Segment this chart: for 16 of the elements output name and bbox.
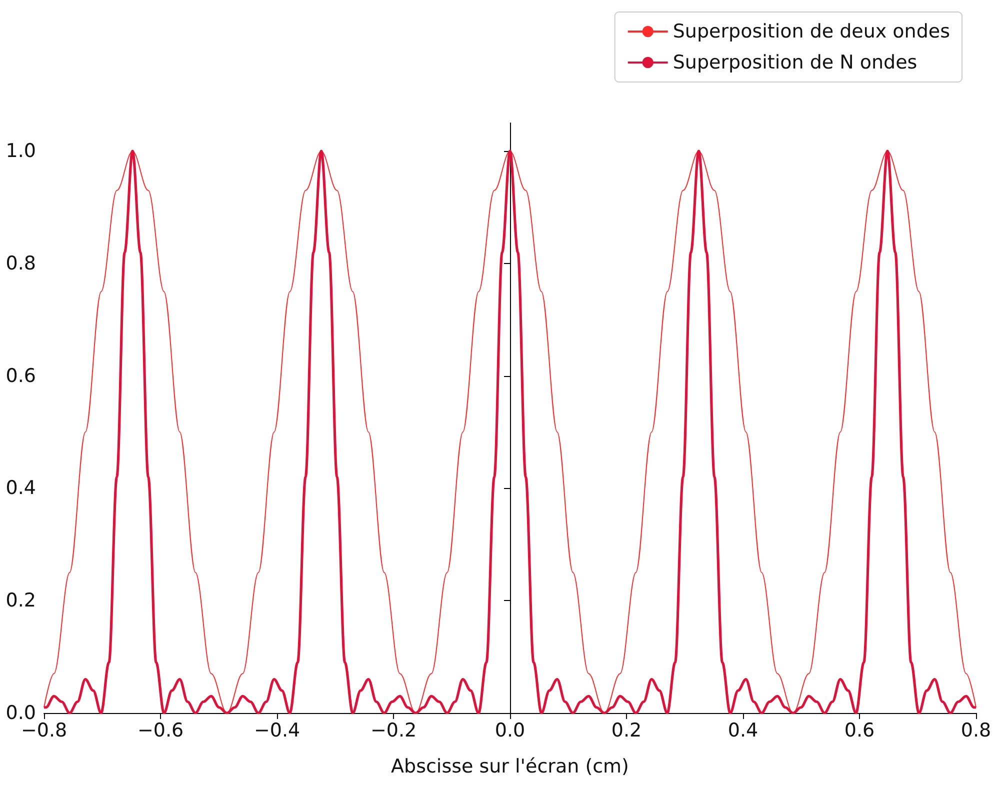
y-tick-label: 1.0 (6, 140, 36, 162)
y-tick-label: 0.2 (6, 590, 36, 612)
y-tick-label: 0.4 (6, 477, 36, 500)
x-tick-label: −0.4 (254, 720, 300, 742)
x-tick-label: 0.8 (960, 720, 992, 742)
x-tick-label: −0.2 (370, 720, 417, 742)
x-tick-label: 0.4 (728, 720, 758, 742)
x-tick-label: 0.6 (844, 720, 875, 742)
legend-label: Superposition de deux ondes (672, 20, 950, 42)
x-tick-label: −0.6 (137, 720, 184, 742)
y-tick-label: 0.8 (6, 252, 36, 274)
x-tick-label: 0.2 (611, 720, 642, 742)
x-tick-label: 0.0 (494, 720, 526, 742)
x-axis-title: Abscisse sur l'écran (cm) (391, 756, 629, 778)
y-tick-label: 0.6 (6, 364, 36, 387)
legend-label: Superposition de N ondes (672, 52, 918, 74)
